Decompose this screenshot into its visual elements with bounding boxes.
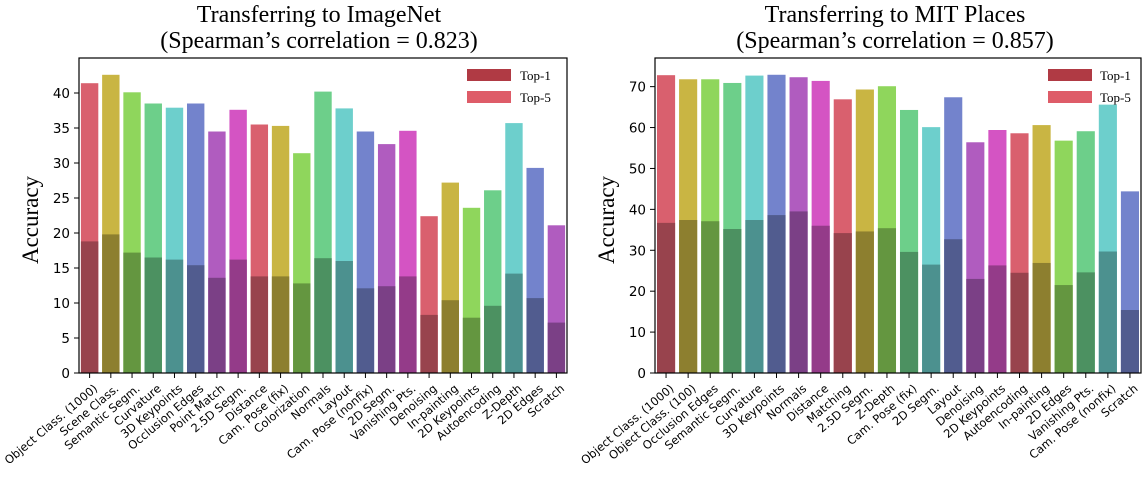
axes-frame bbox=[654, 57, 1142, 374]
y-tick-label: 0 bbox=[61, 366, 70, 382]
bar-top1 bbox=[922, 264, 941, 373]
bar-top1 bbox=[229, 259, 247, 373]
legend-label-top5: Top-5 bbox=[1100, 90, 1131, 105]
y-tick-label: 40 bbox=[53, 86, 70, 102]
bar-top1 bbox=[899, 251, 919, 373]
bar-top1 bbox=[789, 211, 808, 373]
bar-top1 bbox=[723, 229, 742, 373]
y-tick-label: 20 bbox=[629, 284, 646, 300]
bar-top1 bbox=[966, 278, 985, 373]
legend-swatch-top5 bbox=[1048, 91, 1092, 103]
chart-title: Transferring to ImageNet bbox=[197, 2, 442, 28]
bar-top1 bbox=[377, 286, 396, 373]
legend-swatch-top5 bbox=[467, 91, 511, 103]
y-tick-label: 40 bbox=[629, 202, 646, 218]
y-tick-label: 25 bbox=[53, 191, 70, 207]
bar-top1 bbox=[1076, 272, 1095, 373]
y-tick-label: 20 bbox=[53, 226, 70, 242]
bar-top1 bbox=[1120, 310, 1140, 373]
y-tick-label: 15 bbox=[53, 261, 70, 277]
bar-top1 bbox=[102, 234, 120, 373]
bar-top1 bbox=[767, 215, 786, 373]
bar-top1 bbox=[944, 239, 963, 373]
y-tick-label: 60 bbox=[629, 121, 646, 137]
bar-top1 bbox=[335, 261, 353, 373]
y-tick-label: 35 bbox=[53, 121, 70, 137]
y-tick-label: 70 bbox=[629, 80, 646, 96]
y-axis-label: Accuracy bbox=[594, 175, 619, 264]
chart-subtitle: (Spearman’s correlation = 0.823) bbox=[160, 28, 477, 54]
bar-top1 bbox=[250, 276, 269, 373]
bar-top1 bbox=[165, 259, 184, 373]
bar-top1 bbox=[293, 283, 311, 373]
bar-top1 bbox=[208, 277, 226, 373]
bar-top1 bbox=[505, 273, 523, 373]
legend-label-top5: Top-5 bbox=[520, 90, 551, 105]
axes-frame bbox=[78, 57, 568, 374]
y-tick-label: 5 bbox=[61, 331, 70, 347]
bar-top1 bbox=[123, 252, 141, 373]
bar-top1 bbox=[399, 276, 417, 373]
bar-top1 bbox=[1098, 251, 1117, 373]
y-tick-label: 30 bbox=[53, 156, 70, 172]
bar-top1 bbox=[855, 231, 874, 373]
legend-label-top1: Top-1 bbox=[1100, 68, 1131, 83]
bar-top1 bbox=[526, 298, 544, 373]
bar-top1 bbox=[462, 317, 481, 373]
bar-top1 bbox=[988, 265, 1007, 373]
bar-top1 bbox=[1032, 262, 1051, 373]
bar-top1 bbox=[1054, 285, 1073, 373]
chart-imagenet: Transferring to ImageNet (Spearman’s cor… bbox=[2, 2, 568, 467]
bar-top1 bbox=[656, 222, 676, 373]
bar-top1 bbox=[441, 300, 460, 373]
chart-subtitle: (Spearman’s correlation = 0.857) bbox=[736, 28, 1053, 54]
legend: Top-1 Top-5 bbox=[467, 68, 551, 105]
bar-top1 bbox=[484, 305, 502, 373]
bar-top1 bbox=[356, 288, 375, 373]
bar-top1 bbox=[745, 220, 764, 373]
bar-top1 bbox=[547, 322, 566, 373]
bar-top1 bbox=[877, 228, 897, 373]
bar-top1 bbox=[144, 257, 162, 373]
bar-top1 bbox=[80, 241, 99, 373]
bar-top1 bbox=[811, 225, 830, 373]
legend-swatch-top1 bbox=[467, 69, 511, 81]
bar-top1 bbox=[186, 265, 205, 373]
bar-top1 bbox=[679, 220, 698, 373]
y-tick-label: 10 bbox=[629, 325, 646, 341]
bar-top1 bbox=[833, 233, 852, 373]
bar-top1 bbox=[271, 276, 290, 373]
bar-top1 bbox=[314, 258, 332, 373]
bar-top1 bbox=[701, 221, 720, 373]
plot-area: Object Class. (1000)Object Class. (100)O… bbox=[578, 57, 1142, 467]
y-axis-label: Accuracy bbox=[18, 175, 43, 264]
legend-swatch-top1 bbox=[1048, 69, 1092, 81]
y-tick-label: 0 bbox=[637, 366, 646, 382]
legend-label-top1: Top-1 bbox=[520, 68, 551, 83]
y-tick-label: 30 bbox=[629, 243, 646, 259]
chart-mit-places: Transferring to MIT Places (Spearman’s c… bbox=[578, 2, 1142, 467]
chart-title: Transferring to MIT Places bbox=[765, 2, 1026, 28]
bar-top1 bbox=[420, 314, 438, 373]
bar-top1 bbox=[1010, 272, 1029, 373]
y-tick-label: 10 bbox=[53, 296, 70, 312]
y-tick-label: 50 bbox=[629, 161, 646, 177]
plot-area: Object Class. (1000)Scene Class.Semantic… bbox=[2, 57, 568, 467]
legend: Top-1 Top-5 bbox=[1048, 68, 1131, 105]
